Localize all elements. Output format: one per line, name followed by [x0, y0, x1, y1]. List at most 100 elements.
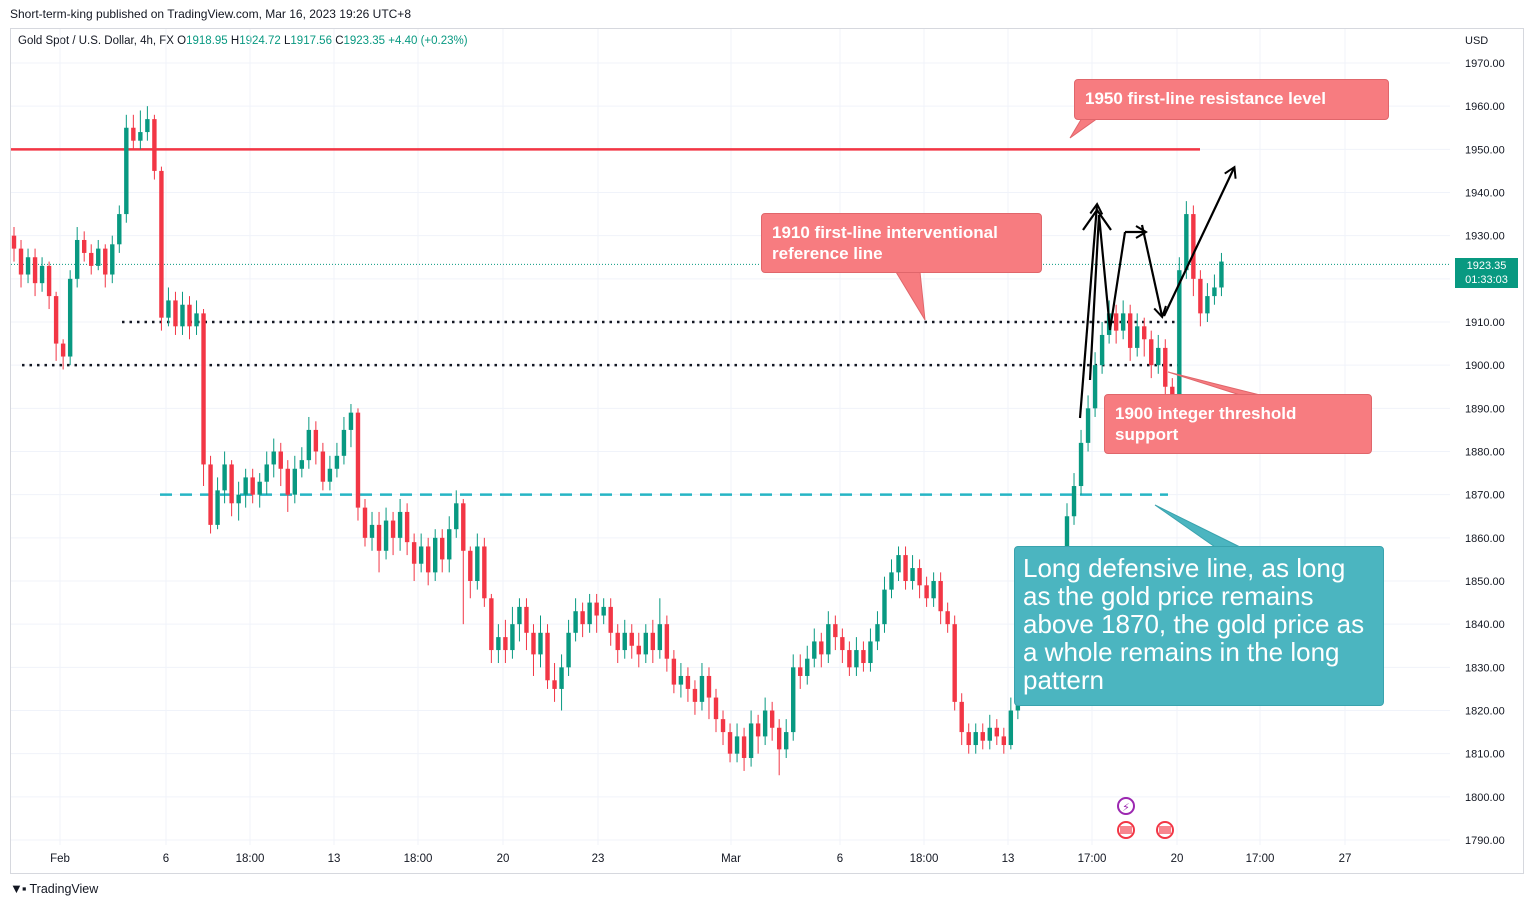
- candle-body: [854, 650, 859, 668]
- reference-pointer: [895, 271, 926, 321]
- candle-body: [517, 606, 522, 625]
- candle-body: [601, 606, 606, 616]
- y-tick-label: 1840.00: [1465, 619, 1505, 631]
- currency-label: USD: [1465, 35, 1489, 47]
- candle-body: [145, 119, 150, 133]
- candle-body: [671, 658, 677, 685]
- candle-body: [945, 611, 950, 625]
- candle-body: [1205, 296, 1210, 314]
- candle-body: [580, 611, 585, 625]
- defensive-callout-text: Long defensive line, as long as the gold…: [1023, 553, 1365, 695]
- candle-body: [285, 468, 290, 495]
- candle-body: [1219, 261, 1224, 288]
- bar-countdown: 01:33:03: [1465, 274, 1508, 286]
- candle-body: [524, 606, 529, 633]
- last-price-tag: 1923.35 01:33:03: [1455, 258, 1518, 288]
- candle-body: [96, 248, 101, 266]
- candle-body: [552, 680, 557, 689]
- open-value: 1918.95: [186, 35, 228, 47]
- candle-body: [1142, 326, 1147, 340]
- y-tick-label: 1900.00: [1465, 360, 1505, 372]
- candle-body: [1085, 408, 1091, 443]
- candle-body: [390, 520, 396, 538]
- event-icons[interactable]: ⚡: [1117, 797, 1174, 839]
- candle-body: [320, 451, 326, 482]
- resistance-callout[interactable]: 1950 first-line resistance level: [1074, 79, 1389, 120]
- target-arrow: [1163, 165, 1237, 317]
- x-tick-label: 17:00: [1246, 853, 1275, 865]
- x-tick-label: 6: [837, 853, 843, 865]
- y-tick-label: 1940.00: [1465, 188, 1505, 200]
- defensive-callout[interactable]: Long defensive line, as long as the gold…: [1014, 546, 1384, 706]
- candle-body: [1198, 278, 1203, 314]
- y-tick-label: 1810.00: [1465, 749, 1505, 761]
- candle-body: [1092, 365, 1098, 409]
- footer-brand[interactable]: TradingView: [29, 881, 99, 896]
- candle-body: [636, 645, 641, 655]
- candle-body: [1099, 334, 1105, 366]
- candle-body: [980, 732, 985, 741]
- y-tick-label: 1970.00: [1465, 58, 1505, 70]
- candle-body: [573, 611, 578, 633]
- low-label: L: [284, 35, 291, 47]
- candle-body: [538, 632, 543, 655]
- candle-body: [917, 568, 922, 586]
- candle-body: [1212, 287, 1217, 297]
- candle-body: [959, 701, 964, 733]
- candle-body: [798, 667, 803, 676]
- x-tick-label: 13: [328, 853, 341, 865]
- candle-body: [1135, 326, 1140, 348]
- candle-body: [334, 455, 340, 469]
- candle-body: [152, 119, 157, 171]
- candle-body: [615, 632, 620, 651]
- candle-body: [180, 304, 185, 327]
- candle-body: [117, 214, 122, 245]
- candle-body: [1149, 339, 1154, 366]
- publisher-line: Short-term-king published on TradingView…: [10, 7, 411, 21]
- y-axis-labels: 1970.001960.001950.001940.001930.001920.…: [1465, 58, 1505, 847]
- chart-frame: [10, 28, 1524, 874]
- candle-body: [924, 585, 929, 599]
- candle-body: [699, 675, 705, 702]
- candle-body: [82, 239, 87, 253]
- candle-body: [341, 429, 347, 456]
- candle-body: [208, 464, 213, 525]
- candle-body: [896, 555, 901, 573]
- x-tick-label: 18:00: [404, 853, 433, 865]
- x-tick-label: 17:00: [1078, 853, 1107, 865]
- candle-body: [1163, 347, 1168, 387]
- candle-body: [236, 494, 241, 504]
- callout-pointers: [895, 117, 1261, 548]
- y-tick-label: 1790.00: [1465, 835, 1505, 847]
- candle-body: [510, 624, 515, 651]
- candle-body: [250, 477, 255, 495]
- reference-callout[interactable]: 1910 first-line interventional reference…: [761, 213, 1042, 273]
- y-tick-label: 1820.00: [1465, 706, 1505, 718]
- low-value: 1917.56: [290, 35, 332, 47]
- candle-body: [425, 546, 431, 573]
- candle-body: [706, 675, 712, 698]
- flash-glyph: ⚡: [1122, 801, 1130, 814]
- symbol-name[interactable]: Gold Spot / U.S. Dollar, 4h, FX: [18, 35, 174, 47]
- candle-body: [32, 257, 38, 284]
- y-tick-label: 1880.00: [1465, 447, 1505, 459]
- support-callout-text: 1900 integer threshold support: [1115, 404, 1297, 444]
- candle-body: [18, 248, 24, 275]
- candle-body: [327, 468, 333, 482]
- support-callout[interactable]: 1900 integer threshold support: [1104, 394, 1372, 454]
- candle-body: [103, 248, 108, 275]
- candle-body: [994, 727, 999, 737]
- candle-body: [987, 727, 992, 741]
- candle-body: [369, 524, 375, 538]
- high-label: H: [230, 35, 240, 47]
- candle-body: [53, 296, 59, 344]
- candle-body: [1184, 214, 1189, 271]
- candle-body: [25, 257, 31, 275]
- candle-body: [433, 537, 438, 573]
- candle-body: [468, 550, 473, 581]
- candle-body: [187, 304, 192, 327]
- x-tick-label: Feb: [50, 853, 70, 865]
- candle-body: [503, 637, 508, 651]
- path-drawing: [1078, 165, 1237, 419]
- candle-body: [229, 464, 234, 504]
